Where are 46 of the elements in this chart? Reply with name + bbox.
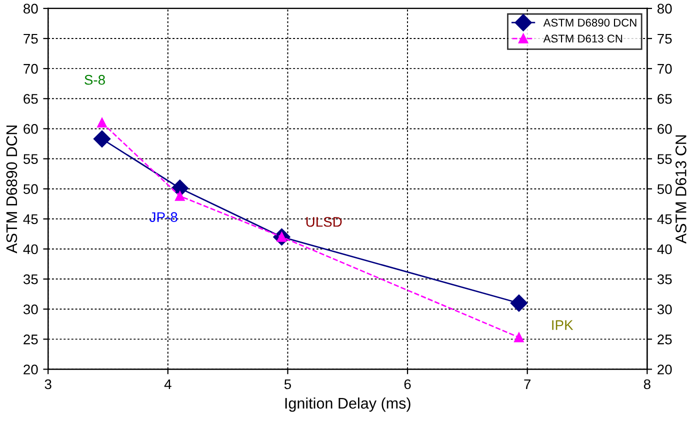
y-tick-label: 40 [23, 244, 38, 254]
x-tick-label: 5 [284, 379, 291, 390]
y2-tick-label: 80 [657, 4, 672, 14]
y-axis-title: ASTM D6890 DCN [6, 126, 18, 254]
point [175, 191, 185, 201]
y2-tick-label: 20 [658, 364, 672, 374]
y2-tick-label: 65 [658, 94, 672, 104]
y-tick-label: 30 [23, 304, 38, 314]
annotation: ULSD [306, 216, 342, 227]
y-tick-label: 50 [23, 184, 38, 194]
annotation: S-8 [84, 74, 105, 85]
y-tick-label: 20 [24, 364, 38, 374]
y-tick-label: 25 [24, 334, 38, 344]
x-axis-title: Ignition Delay (ms) [285, 397, 410, 412]
point [93, 130, 111, 148]
y2-tick-label: 60 [658, 124, 672, 134]
y-tick-label: 80 [24, 4, 38, 14]
legend-label: ASTM D613 CN [543, 34, 622, 43]
legend-label: ASTM D6890 DCN [543, 18, 636, 27]
point [97, 118, 107, 128]
y2-tick-label: 50 [657, 184, 672, 194]
annotation: IPK [552, 320, 574, 330]
y-tick-label: 75 [24, 34, 38, 44]
y2-tick-label: 55 [657, 154, 672, 164]
point [514, 332, 524, 342]
y2-tick-label: 75 [658, 34, 672, 44]
y-tick-label: 35 [23, 274, 38, 284]
x-tick-label: 3 [44, 379, 52, 390]
annotation: JP-8 [150, 212, 178, 222]
y-tick-label: 55 [23, 154, 38, 164]
x-tick-label: 7 [524, 379, 531, 390]
point [510, 294, 528, 312]
y-tick-label: 45 [23, 214, 38, 224]
y-tick-label: 65 [24, 94, 38, 104]
x-tick-label: 6 [404, 379, 411, 390]
x-tick-label: 8 [644, 379, 650, 390]
y-tick-label: 70 [24, 64, 38, 74]
y2-tick-label: 35 [657, 274, 672, 284]
y2-tick-label: 25 [658, 334, 672, 344]
y2-tick-label: 30 [657, 304, 672, 314]
y2-tick-label: 40 [657, 244, 672, 254]
y-tick-label: 60 [24, 124, 38, 134]
y2-axis-title: ASTM D613 CN [676, 135, 686, 244]
y2-tick-label: 70 [658, 64, 672, 74]
y2-tick-label: 45 [657, 214, 672, 224]
x-tick-label: 4 [164, 379, 172, 390]
